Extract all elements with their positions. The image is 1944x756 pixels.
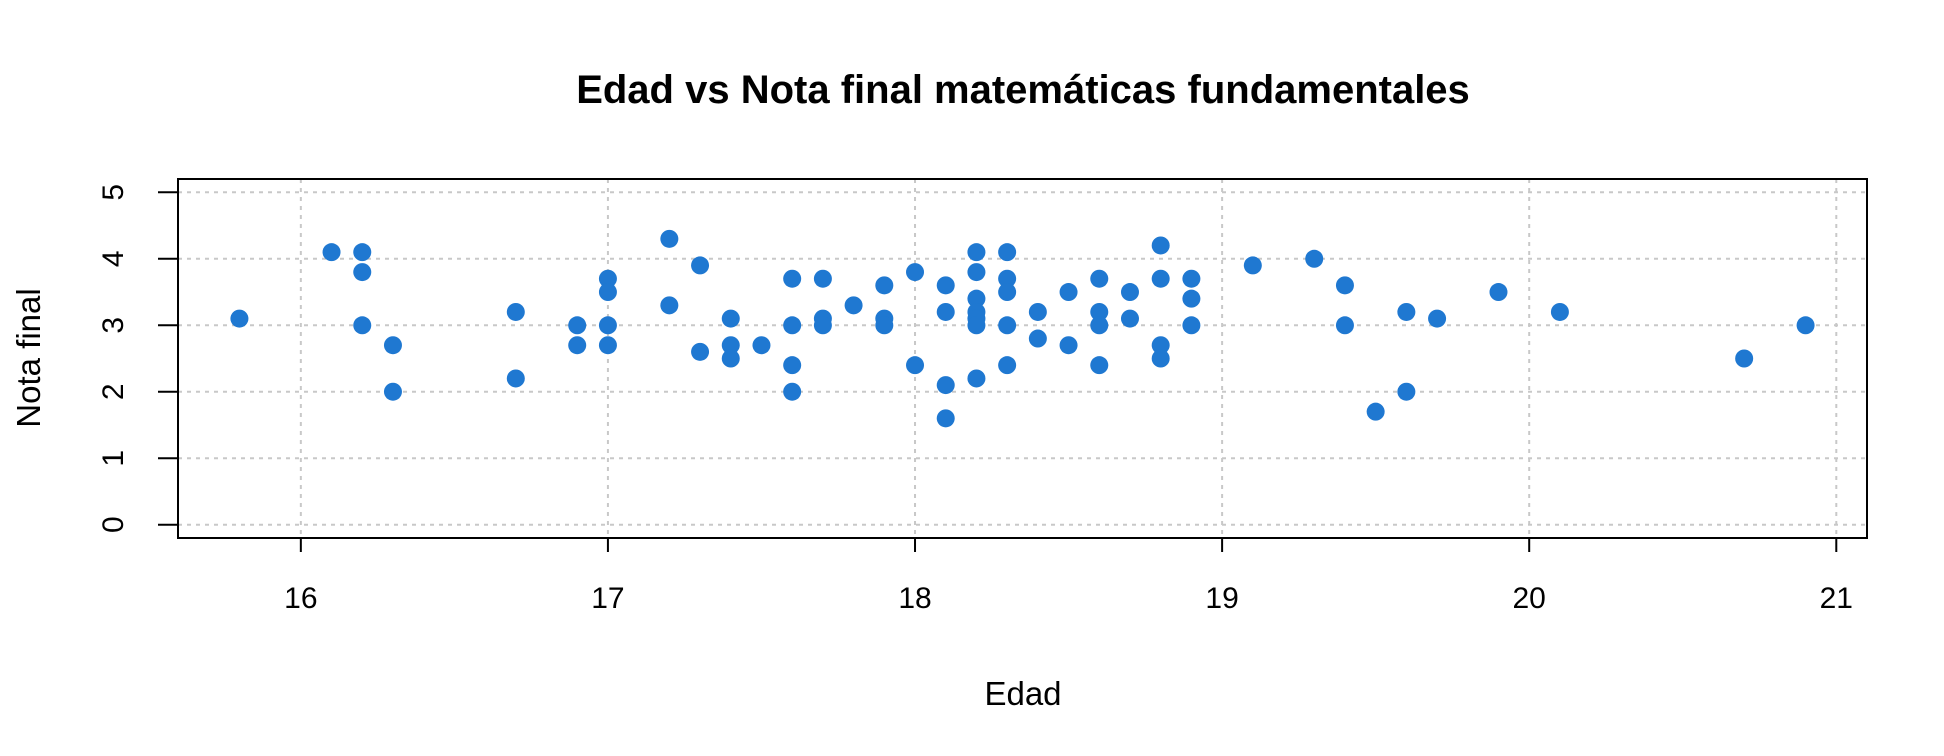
x-tick-label: 18 bbox=[898, 582, 931, 615]
y-tick-label: 3 bbox=[97, 317, 130, 334]
x-tick-label: 20 bbox=[1513, 582, 1546, 615]
data-point bbox=[1090, 302, 1109, 321]
data-point bbox=[1397, 382, 1416, 401]
data-point bbox=[1366, 402, 1385, 421]
y-tick-label: 2 bbox=[97, 383, 130, 400]
y-tick-label: 1 bbox=[97, 450, 130, 467]
data-point bbox=[721, 349, 740, 368]
data-point bbox=[936, 409, 955, 428]
data-point bbox=[598, 283, 617, 302]
data-point bbox=[230, 309, 249, 328]
data-point bbox=[1550, 302, 1569, 321]
data-point bbox=[1090, 356, 1109, 375]
data-point bbox=[568, 316, 587, 335]
data-point bbox=[875, 276, 894, 295]
data-point bbox=[1120, 309, 1139, 328]
data-point bbox=[1397, 302, 1416, 321]
data-point bbox=[383, 382, 402, 401]
data-point bbox=[783, 316, 802, 335]
data-point bbox=[906, 263, 925, 282]
plot-frame bbox=[177, 178, 1868, 539]
data-point bbox=[1796, 316, 1815, 335]
data-point bbox=[1335, 316, 1354, 335]
data-point bbox=[936, 276, 955, 295]
data-point bbox=[1182, 269, 1201, 288]
chart-title: Edad vs Nota final matemáticas fundament… bbox=[576, 68, 1470, 112]
data-point bbox=[691, 256, 710, 275]
data-point bbox=[998, 243, 1017, 262]
data-point bbox=[1335, 276, 1354, 295]
data-point bbox=[1305, 249, 1324, 268]
data-point bbox=[1428, 309, 1447, 328]
data-point bbox=[1735, 349, 1754, 368]
data-points bbox=[230, 229, 1815, 428]
data-point bbox=[660, 229, 679, 248]
data-point bbox=[875, 316, 894, 335]
data-point bbox=[353, 316, 372, 335]
data-point bbox=[1151, 336, 1170, 355]
data-point bbox=[998, 356, 1017, 375]
data-point bbox=[691, 342, 710, 361]
data-point bbox=[967, 316, 986, 335]
y-axis: 0 1 2 3 4 5 bbox=[97, 184, 178, 533]
data-point bbox=[598, 269, 617, 288]
data-point bbox=[998, 283, 1017, 302]
data-point bbox=[998, 269, 1017, 288]
data-point bbox=[1489, 283, 1508, 302]
data-point bbox=[506, 302, 525, 321]
grid-lines bbox=[178, 179, 1867, 538]
data-point bbox=[1151, 269, 1170, 288]
x-tick-label: 21 bbox=[1820, 582, 1853, 615]
data-point bbox=[1090, 316, 1109, 335]
x-axis: 16 17 18 19 20 21 bbox=[284, 538, 1853, 615]
data-point bbox=[1059, 283, 1078, 302]
data-point bbox=[783, 269, 802, 288]
y-tick-label: 0 bbox=[97, 516, 130, 533]
data-point bbox=[1151, 236, 1170, 255]
data-point bbox=[721, 336, 740, 355]
x-tick-label: 17 bbox=[591, 582, 624, 615]
data-point bbox=[383, 336, 402, 355]
data-point bbox=[353, 243, 372, 262]
data-point bbox=[813, 269, 832, 288]
data-point bbox=[598, 316, 617, 335]
x-axis-label: Edad bbox=[984, 675, 1061, 712]
data-point bbox=[1243, 256, 1262, 275]
data-point bbox=[598, 336, 617, 355]
data-point bbox=[967, 369, 986, 388]
x-tick-label: 19 bbox=[1205, 582, 1238, 615]
data-point bbox=[1090, 269, 1109, 288]
data-point bbox=[967, 263, 986, 282]
data-point bbox=[660, 296, 679, 315]
data-point bbox=[568, 336, 587, 355]
data-point bbox=[1120, 283, 1139, 302]
data-point bbox=[721, 309, 740, 328]
data-point bbox=[967, 289, 986, 308]
data-point bbox=[1028, 329, 1047, 348]
x-tick-label: 16 bbox=[284, 582, 317, 615]
data-point bbox=[967, 243, 986, 262]
data-point bbox=[844, 296, 863, 315]
data-point bbox=[1151, 349, 1170, 368]
data-point bbox=[322, 243, 341, 262]
data-point bbox=[936, 376, 955, 395]
data-point bbox=[752, 336, 771, 355]
y-axis-label: Nota final bbox=[10, 288, 47, 427]
data-point bbox=[506, 369, 525, 388]
data-point bbox=[998, 316, 1017, 335]
data-point bbox=[353, 263, 372, 282]
data-point bbox=[783, 356, 802, 375]
data-point bbox=[813, 316, 832, 335]
data-point bbox=[906, 356, 925, 375]
data-point bbox=[1059, 336, 1078, 355]
data-point bbox=[1028, 302, 1047, 321]
data-point bbox=[1182, 316, 1201, 335]
y-tick-label: 5 bbox=[97, 184, 130, 201]
data-point bbox=[783, 382, 802, 401]
data-point bbox=[1182, 289, 1201, 308]
data-point bbox=[936, 302, 955, 321]
y-tick-label: 4 bbox=[97, 250, 130, 267]
